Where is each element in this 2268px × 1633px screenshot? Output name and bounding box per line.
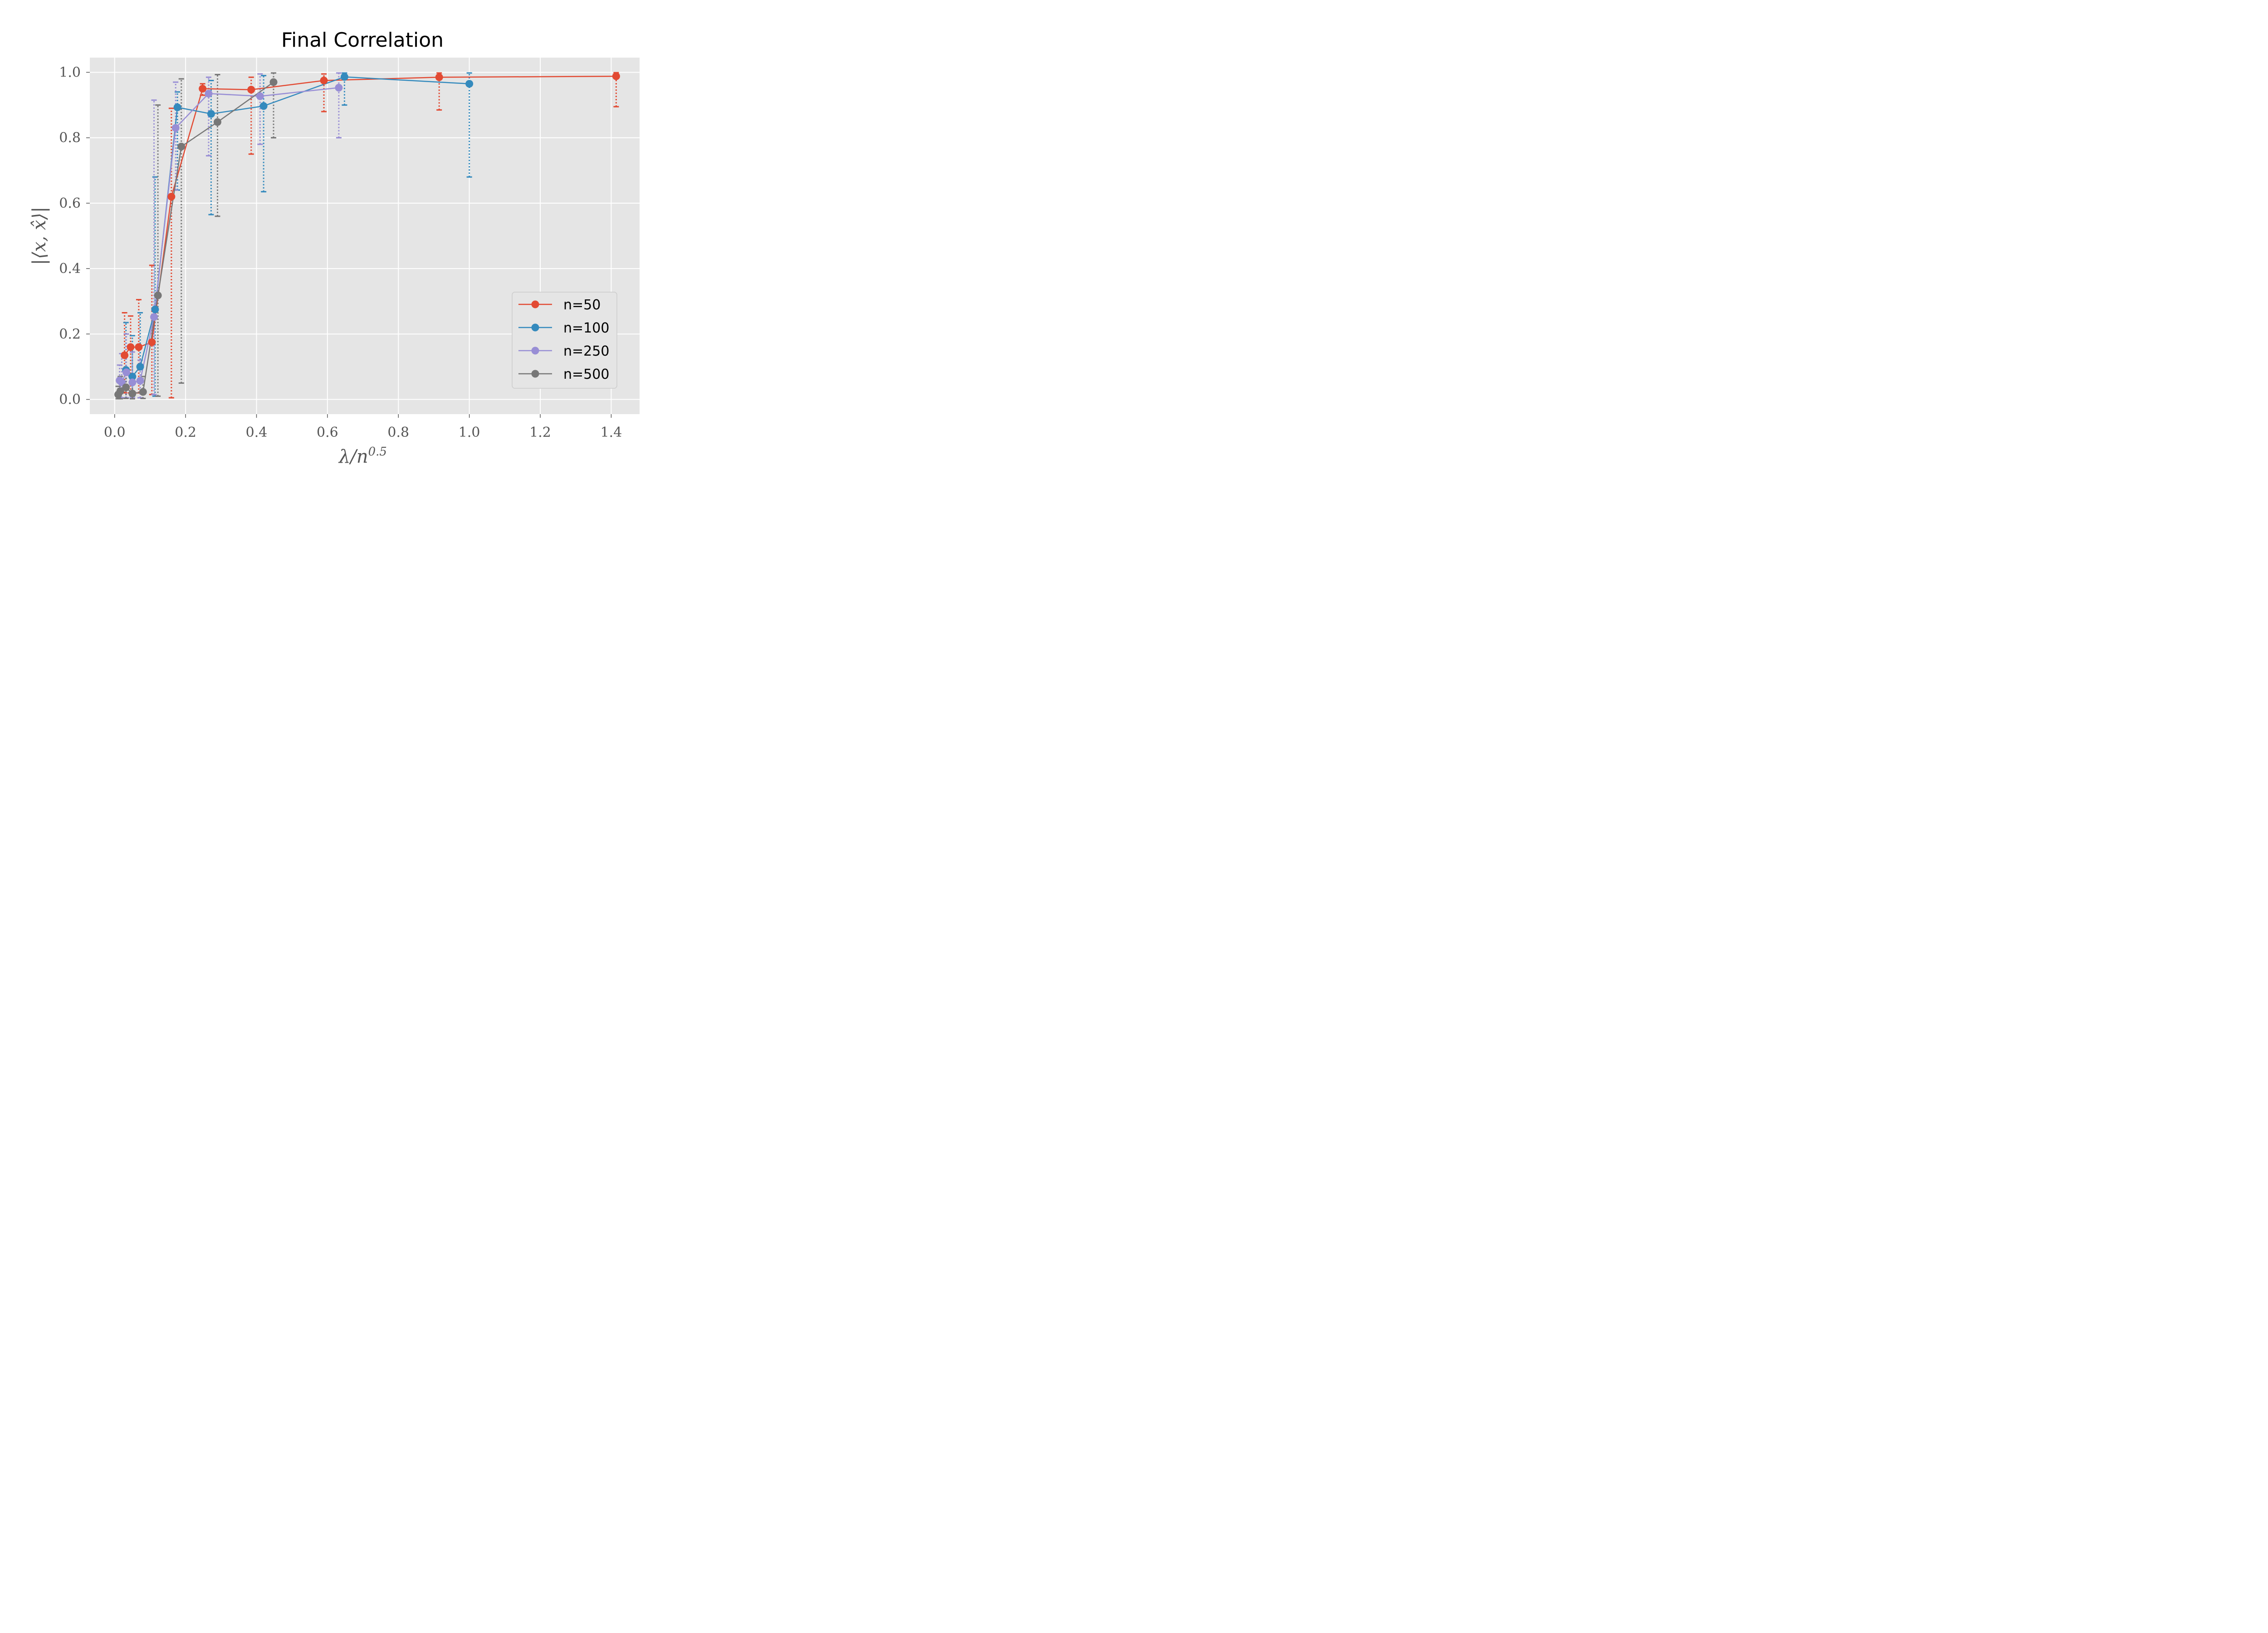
y-tick-label: 0.4 bbox=[59, 261, 81, 277]
legend-label-n100: n=100 bbox=[563, 320, 609, 336]
series-line-n250 bbox=[119, 87, 339, 384]
data-point-n500 bbox=[122, 383, 130, 391]
data-point-n500 bbox=[154, 291, 162, 299]
data-point-n250 bbox=[171, 124, 180, 132]
data-point-n100 bbox=[207, 110, 215, 118]
x-tick-label: 0.0 bbox=[104, 425, 126, 440]
legend-marker-n500 bbox=[531, 370, 539, 378]
data-point-n250 bbox=[128, 378, 137, 386]
data-points bbox=[114, 72, 620, 399]
legend-box bbox=[512, 292, 617, 389]
y-tick-label: 0.6 bbox=[59, 196, 81, 211]
legend-label-n250: n=250 bbox=[563, 343, 609, 359]
legend-marker-n250 bbox=[531, 347, 539, 355]
data-point-n250 bbox=[335, 83, 343, 92]
x-tick-label: 0.8 bbox=[387, 425, 409, 440]
data-point-n500 bbox=[139, 388, 147, 396]
data-point-n50 bbox=[127, 343, 135, 351]
legend-label-n50: n=50 bbox=[563, 297, 601, 313]
data-point-n500 bbox=[177, 142, 186, 151]
data-point-n50 bbox=[247, 86, 255, 94]
x-tick-label: 1.4 bbox=[601, 425, 622, 440]
data-point-n50 bbox=[320, 76, 328, 84]
y-tick-label: 0.2 bbox=[59, 326, 81, 342]
data-point-n250 bbox=[205, 89, 213, 98]
y-tick-label: 0.8 bbox=[59, 130, 81, 146]
data-point-n500 bbox=[128, 390, 137, 398]
data-point-n250 bbox=[122, 368, 131, 376]
data-point-n50 bbox=[199, 85, 207, 93]
legend: n=50 n=100 n=250 n=500 bbox=[512, 292, 617, 389]
legend-marker-n50 bbox=[531, 300, 539, 308]
data-point-n250 bbox=[136, 376, 144, 385]
data-point-n100 bbox=[136, 362, 144, 371]
data-point-n50 bbox=[612, 72, 620, 80]
y-axis-label: |⟨x, x̂⟩| bbox=[29, 207, 50, 265]
x-axis-label: λ/n0.5 bbox=[338, 445, 387, 467]
data-point-n500 bbox=[116, 387, 124, 396]
data-point-n50 bbox=[435, 73, 443, 81]
x-tick-label: 0.6 bbox=[317, 425, 338, 440]
data-point-n100 bbox=[259, 102, 268, 110]
chart-title: Final Correlation bbox=[281, 29, 444, 52]
x-tick-label: 0.2 bbox=[175, 425, 196, 440]
data-point-n50 bbox=[167, 192, 176, 200]
data-point-n50 bbox=[148, 338, 156, 346]
axis-ticks: 0.0 0.2 0.4 0.6 0.8 1.0 1.2 1.4 0.0 0.2 0.4 0.6 0.8 1… bbox=[59, 64, 622, 440]
data-point-n500 bbox=[269, 78, 278, 86]
data-point-n250 bbox=[150, 313, 158, 321]
data-point-n50 bbox=[121, 351, 129, 359]
x-tick-label: 1.2 bbox=[529, 425, 551, 440]
x-axis-label-base: λ/n bbox=[338, 446, 368, 467]
legend-label-n500: n=500 bbox=[563, 367, 609, 382]
x-axis-label-exponent: 0.5 bbox=[368, 445, 387, 459]
data-point-n100 bbox=[465, 80, 474, 88]
x-tick-label: 0.4 bbox=[246, 425, 268, 440]
legend-marker-n100 bbox=[531, 323, 539, 332]
correlation-chart: Final Correlation 0.0 0.2 0.4 0.6 0.8 1.0 1.2 1… bbox=[29, 29, 640, 467]
chart-container: Final Correlation 0.0 0.2 0.4 0.6 0.8 1.0 1.2 1… bbox=[0, 0, 701, 468]
y-tick-label: 0.0 bbox=[59, 392, 81, 408]
data-point-n50 bbox=[135, 343, 143, 351]
data-point-n250 bbox=[256, 92, 264, 100]
data-point-n100 bbox=[340, 73, 348, 81]
x-tick-label: 1.0 bbox=[459, 425, 480, 440]
data-point-n100 bbox=[128, 372, 137, 381]
data-point-n100 bbox=[151, 305, 159, 313]
y-tick-label: 1.0 bbox=[59, 64, 81, 80]
data-point-n100 bbox=[173, 103, 181, 112]
data-point-n500 bbox=[213, 118, 221, 126]
